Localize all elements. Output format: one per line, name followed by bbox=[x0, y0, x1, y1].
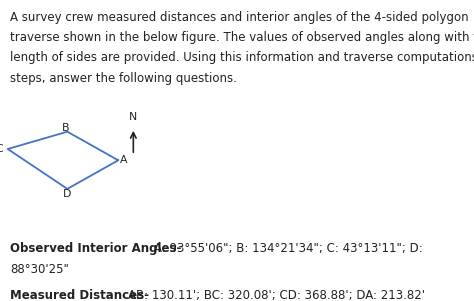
Text: C: C bbox=[0, 144, 3, 154]
Text: N: N bbox=[129, 112, 137, 122]
Text: B: B bbox=[62, 123, 70, 133]
Text: steps, answer the following questions.: steps, answer the following questions. bbox=[10, 72, 237, 85]
Text: length of sides are provided. Using this information and traverse computations: length of sides are provided. Using this… bbox=[10, 51, 474, 64]
Text: A: 93°55'06"; B: 134°21'34"; C: 43°13'11"; D:: A: 93°55'06"; B: 134°21'34"; C: 43°13'11… bbox=[154, 242, 422, 255]
Text: Measured Distances-: Measured Distances- bbox=[10, 289, 149, 301]
Text: Observed Interior Angles-: Observed Interior Angles- bbox=[10, 242, 182, 255]
Text: A: A bbox=[119, 155, 127, 165]
Text: AB: 130.11'; BC: 320.08'; CD: 368.88'; DA: 213.82': AB: 130.11'; BC: 320.08'; CD: 368.88'; D… bbox=[128, 289, 425, 301]
Text: A survey crew measured distances and interior angles of the 4-sided polygon: A survey crew measured distances and int… bbox=[10, 11, 469, 23]
Text: D: D bbox=[63, 189, 72, 199]
Text: 88°30'25": 88°30'25" bbox=[10, 263, 69, 276]
Text: traverse shown in the below figure. The values of observed angles along with the: traverse shown in the below figure. The … bbox=[10, 31, 474, 44]
